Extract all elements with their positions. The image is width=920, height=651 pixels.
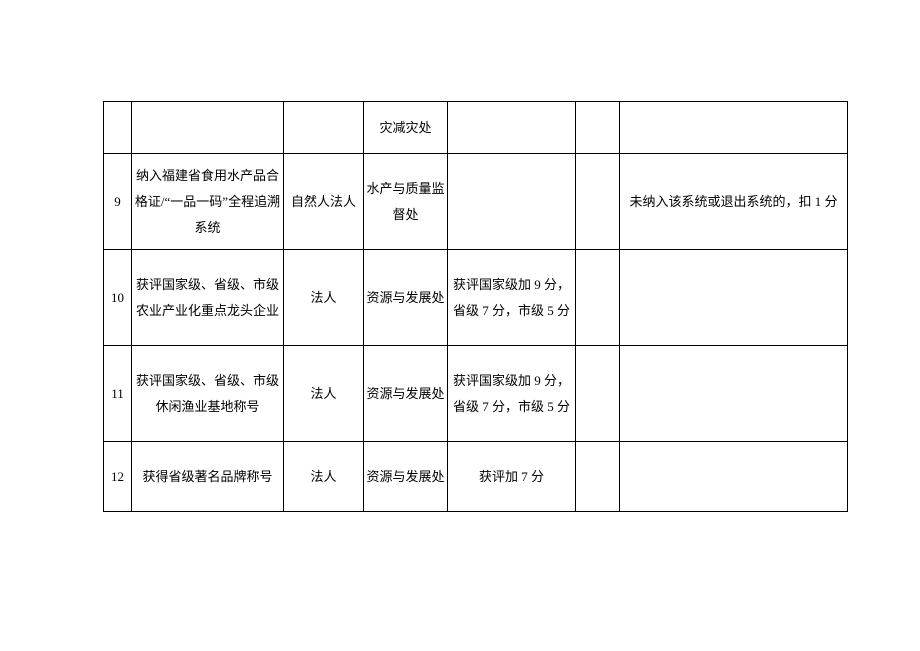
cell-subject: 法人 (284, 442, 364, 512)
cell-remark (620, 250, 848, 346)
cell-description (132, 102, 284, 154)
cell-remark (620, 442, 848, 512)
table-row: 11 获评国家级、省级、市级休闲渔业基地称号 法人 资源与发展处 获评国家级加 … (104, 346, 848, 442)
cell-department: 灾减灾处 (364, 102, 448, 154)
cell-scoring: 获评国家级加 9 分，省级 7 分，市级 5 分 (448, 346, 576, 442)
cell-scoring (448, 154, 576, 250)
cell-department: 水产与质量监督处 (364, 154, 448, 250)
cell-index: 9 (104, 154, 132, 250)
cell-description: 获评国家级、省级、市级休闲渔业基地称号 (132, 346, 284, 442)
cell-subject: 自然人法人 (284, 154, 364, 250)
cell-index: 10 (104, 250, 132, 346)
table-row: 12 获得省级著名品牌称号 法人 资源与发展处 获评加 7 分 (104, 442, 848, 512)
cell-blank (576, 102, 620, 154)
cell-department: 资源与发展处 (364, 250, 448, 346)
cell-scoring: 获评加 7 分 (448, 442, 576, 512)
table-row: 9 纳入福建省食用水产品合格证/“一品一码”全程追溯系统 自然人法人 水产与质量… (104, 154, 848, 250)
table-row: 10 获评国家级、省级、市级农业产业化重点龙头企业 法人 资源与发展处 获评国家… (104, 250, 848, 346)
cell-blank (576, 346, 620, 442)
cell-scoring: 获评国家级加 9 分，省级 7 分，市级 5 分 (448, 250, 576, 346)
cell-remark (620, 346, 848, 442)
cell-description: 纳入福建省食用水产品合格证/“一品一码”全程追溯系统 (132, 154, 284, 250)
cell-scoring (448, 102, 576, 154)
cell-blank (576, 442, 620, 512)
evaluation-table: 灾减灾处 9 纳入福建省食用水产品合格证/“一品一码”全程追溯系统 自然人法人 … (103, 101, 848, 512)
cell-index (104, 102, 132, 154)
cell-subject: 法人 (284, 250, 364, 346)
cell-department: 资源与发展处 (364, 346, 448, 442)
cell-description: 获评国家级、省级、市级农业产业化重点龙头企业 (132, 250, 284, 346)
cell-blank (576, 250, 620, 346)
cell-remark (620, 102, 848, 154)
cell-subject (284, 102, 364, 154)
cell-remark: 未纳入该系统或退出系统的，扣 1 分 (620, 154, 848, 250)
evaluation-table-container: 灾减灾处 9 纳入福建省食用水产品合格证/“一品一码”全程追溯系统 自然人法人 … (103, 101, 848, 512)
table-row: 灾减灾处 (104, 102, 848, 154)
cell-blank (576, 154, 620, 250)
cell-index: 11 (104, 346, 132, 442)
cell-subject: 法人 (284, 346, 364, 442)
cell-department: 资源与发展处 (364, 442, 448, 512)
cell-index: 12 (104, 442, 132, 512)
cell-description: 获得省级著名品牌称号 (132, 442, 284, 512)
